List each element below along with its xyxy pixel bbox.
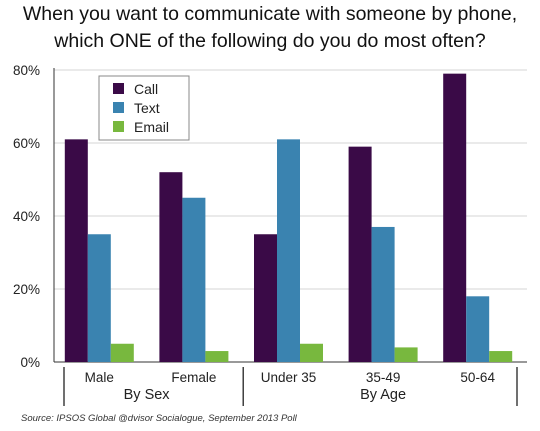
- bar-email: [394, 347, 418, 362]
- source-note: Source: IPSOS Global @dvisor Socialogue,…: [21, 413, 297, 424]
- bar-text: [87, 234, 111, 362]
- y-tick-label: 60%: [13, 136, 40, 151]
- bar-email: [205, 351, 229, 362]
- chart-title: When you want to communicate with someon…: [22, 3, 518, 25]
- bar-call: [159, 172, 183, 362]
- bar-call: [254, 234, 277, 362]
- x-category-label: Female: [171, 370, 216, 385]
- y-tick-label: 20%: [13, 282, 40, 297]
- bar-text: [466, 296, 490, 362]
- legend-label: Email: [134, 119, 169, 135]
- legend-label: Call: [134, 81, 158, 97]
- group-label: By Sex: [124, 387, 171, 403]
- bar-email: [489, 351, 513, 362]
- legend-swatch: [113, 102, 124, 113]
- bar-call: [64, 139, 88, 362]
- y-tick-label: 40%: [13, 209, 40, 224]
- group-label: By Age: [360, 387, 406, 403]
- legend-swatch: [113, 121, 124, 132]
- bar-call: [443, 73, 467, 363]
- legend-label: Text: [134, 100, 160, 116]
- bar-email: [110, 343, 134, 362]
- y-tick-label: 0%: [20, 355, 40, 370]
- x-category-label: Male: [85, 370, 114, 385]
- bar-text: [182, 197, 206, 362]
- chart-subtitle: which ONE of the following do you do mos…: [54, 30, 486, 52]
- x-category-label: Under 35: [261, 370, 317, 385]
- bar-email: [300, 343, 323, 362]
- bar-call: [348, 146, 372, 362]
- legend-swatch: [113, 83, 124, 94]
- x-category-label: 50-64: [460, 370, 495, 385]
- y-tick-label: 80%: [13, 63, 40, 78]
- bar-text: [371, 226, 395, 362]
- bar-text: [277, 139, 300, 362]
- x-category-label: 35-49: [366, 370, 401, 385]
